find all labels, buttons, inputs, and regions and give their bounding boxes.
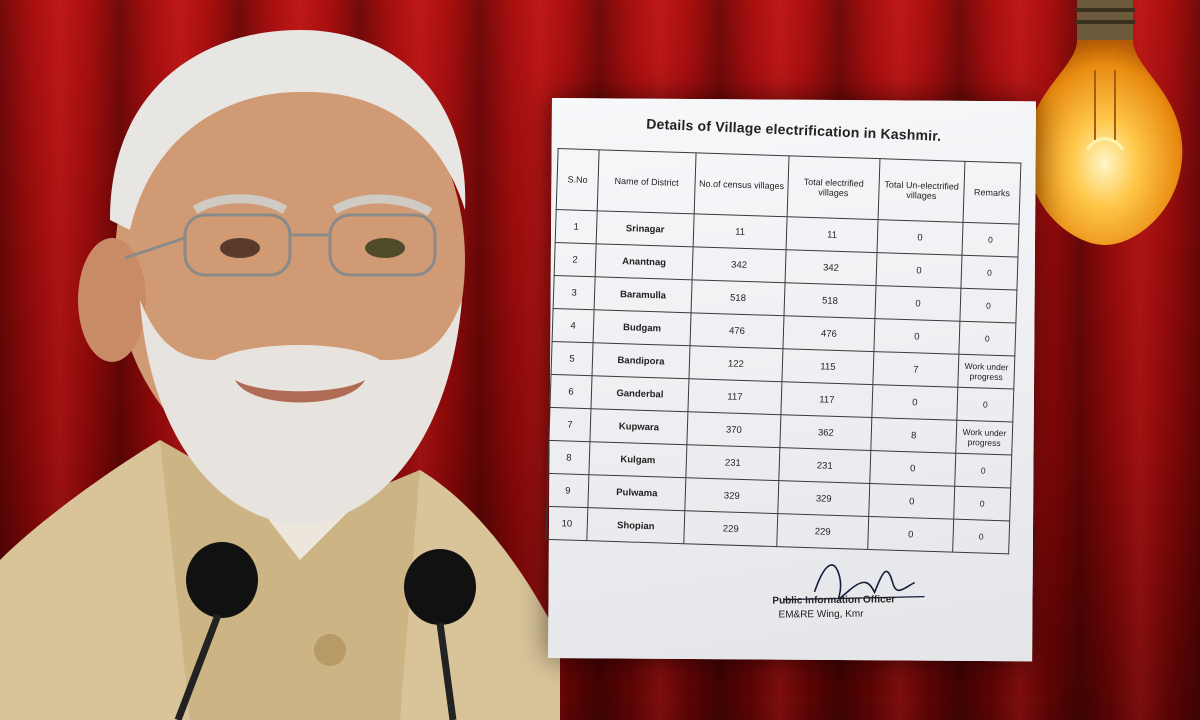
cell-remarks: 0 bbox=[954, 453, 1012, 488]
cell-census: 11 bbox=[693, 213, 788, 250]
microphone-left-icon bbox=[174, 542, 258, 720]
cell-census: 329 bbox=[684, 477, 779, 514]
header-remarks: Remarks bbox=[963, 161, 1021, 225]
signature bbox=[784, 564, 925, 601]
signatory-block: Public Information Officer EM&RE Wing, K… bbox=[772, 593, 895, 622]
cell-census: 229 bbox=[683, 510, 778, 547]
cell-electrified: 518 bbox=[783, 282, 876, 319]
cell-district: Anantnag bbox=[595, 243, 694, 280]
document-photo: Details of Village electrification in Ka… bbox=[545, 98, 1036, 662]
cell-electrified: 476 bbox=[782, 315, 875, 352]
header-electrified: Total electrified villages bbox=[787, 155, 880, 220]
header-district: Name of District bbox=[597, 149, 697, 214]
cell-unelectrified: 0 bbox=[869, 450, 956, 487]
cell-electrified: 115 bbox=[781, 348, 874, 385]
cell-electrified: 229 bbox=[776, 513, 869, 550]
cell-unelectrified: 0 bbox=[867, 516, 954, 553]
cell-district: Ganderbal bbox=[590, 375, 689, 412]
cell-sno: 5 bbox=[551, 341, 594, 376]
microphone-right-icon bbox=[404, 549, 476, 720]
cell-census: 117 bbox=[687, 378, 782, 415]
cell-sno: 9 bbox=[546, 473, 589, 508]
cell-electrified: 11 bbox=[786, 216, 879, 253]
cell-electrified: 231 bbox=[778, 447, 871, 484]
header-sno: S.No bbox=[556, 148, 600, 211]
cell-sno: 7 bbox=[548, 407, 591, 442]
signatory-title: Public Information Officer bbox=[772, 594, 896, 607]
cell-unelectrified: 0 bbox=[871, 384, 958, 421]
cell-unelectrified: 8 bbox=[870, 417, 957, 454]
cell-remarks: 0 bbox=[958, 321, 1016, 357]
cell-census: 342 bbox=[692, 246, 787, 283]
header-unelectrified: Total Un-electrified villages bbox=[878, 158, 965, 223]
cell-unelectrified: 0 bbox=[868, 483, 955, 520]
cell-unelectrified: 0 bbox=[873, 318, 960, 355]
speaker-photo bbox=[0, 30, 560, 720]
cell-sno: 8 bbox=[547, 440, 590, 475]
cell-district: Shopian bbox=[586, 507, 685, 544]
cell-census: 518 bbox=[691, 279, 786, 316]
cell-district: Kupwara bbox=[589, 408, 688, 445]
cell-remarks: 0 bbox=[952, 519, 1010, 554]
cell-district: Baramulla bbox=[594, 276, 693, 313]
cell-district: Budgam bbox=[593, 309, 692, 346]
signatory-wing: EM&RE Wing, Kmr bbox=[778, 608, 864, 621]
cell-remarks: 0 bbox=[959, 288, 1017, 324]
cell-electrified: 329 bbox=[777, 480, 870, 517]
electrification-table: S.No Name of District No.of census villa… bbox=[545, 148, 1021, 554]
cell-remarks: 0 bbox=[953, 486, 1011, 521]
cell-electrified: 342 bbox=[785, 249, 878, 286]
cell-census: 231 bbox=[685, 444, 780, 481]
cell-remarks: Work under progress bbox=[955, 420, 1013, 455]
cell-remarks: 0 bbox=[961, 222, 1019, 258]
cell-district: Kulgam bbox=[588, 441, 687, 478]
cell-sno: 10 bbox=[545, 506, 588, 541]
cell-sno: 4 bbox=[552, 308, 595, 343]
cell-sno: 1 bbox=[555, 209, 598, 244]
cell-census: 122 bbox=[688, 345, 783, 382]
cell-sno: 3 bbox=[553, 275, 596, 310]
cell-unelectrified: 0 bbox=[877, 219, 964, 256]
cell-unelectrified: 0 bbox=[875, 252, 962, 289]
header-census: No.of census villages bbox=[694, 152, 790, 217]
cell-district: Bandipora bbox=[592, 342, 691, 379]
cell-district: Srinagar bbox=[596, 210, 695, 247]
cell-electrified: 362 bbox=[779, 414, 872, 451]
cell-district: Pulwama bbox=[587, 474, 686, 511]
cell-remarks: 0 bbox=[960, 255, 1018, 291]
cell-electrified: 117 bbox=[780, 381, 873, 418]
cell-unelectrified: 7 bbox=[872, 351, 959, 388]
cell-remarks: Work under progress bbox=[957, 354, 1015, 389]
cell-sno: 6 bbox=[549, 374, 593, 409]
cell-remarks: 0 bbox=[956, 387, 1014, 422]
light-bulb-icon bbox=[1026, 0, 1183, 245]
cell-census: 476 bbox=[690, 312, 784, 349]
cell-sno: 2 bbox=[554, 242, 597, 277]
cell-unelectrified: 0 bbox=[874, 285, 961, 322]
cell-census: 370 bbox=[686, 411, 781, 448]
